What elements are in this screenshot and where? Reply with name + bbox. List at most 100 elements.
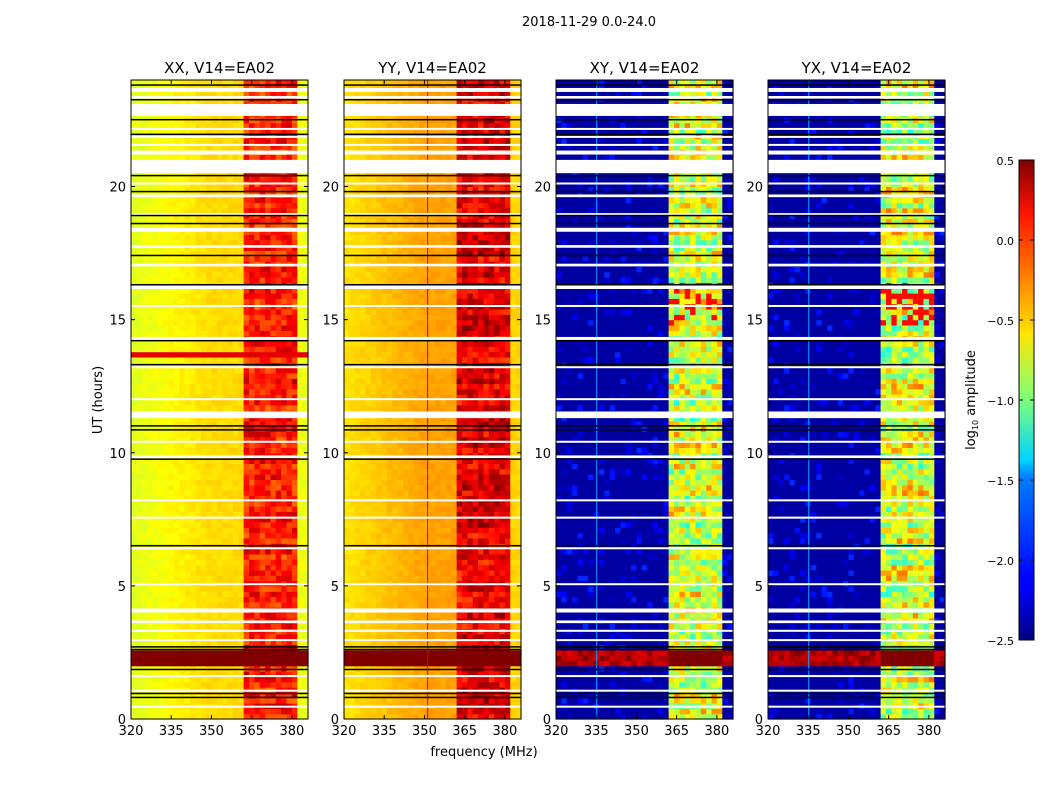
heatmap-cell bbox=[136, 565, 142, 571]
heatmap-cell bbox=[217, 549, 223, 555]
heatmap-cell bbox=[473, 591, 479, 597]
heatmap-cell bbox=[297, 330, 303, 336]
heatmap-cell bbox=[505, 591, 511, 597]
heatmap-cell bbox=[249, 346, 255, 352]
heatmap-cell bbox=[265, 123, 271, 129]
heatmap-cell bbox=[142, 602, 148, 608]
heatmap-cell bbox=[185, 570, 191, 576]
heatmap-cell bbox=[185, 240, 191, 246]
heatmap-cell bbox=[131, 479, 137, 485]
heatmap-cell bbox=[163, 203, 169, 209]
heatmap-cell bbox=[500, 634, 506, 640]
heatmap-cell bbox=[174, 203, 180, 209]
heatmap bbox=[344, 80, 522, 720]
heatmap-cell bbox=[271, 527, 277, 533]
heatmap-cell bbox=[478, 708, 484, 714]
heatmap-cell bbox=[153, 474, 159, 480]
heatmap-cell bbox=[169, 597, 175, 603]
heatmap-cell bbox=[195, 506, 201, 512]
heatmap-cell bbox=[217, 575, 223, 581]
heatmap-cell bbox=[190, 442, 196, 448]
heatmap-cell bbox=[153, 485, 159, 491]
heatmap-cell bbox=[174, 676, 180, 682]
heatmap-cell bbox=[403, 586, 409, 592]
heatmap-cell bbox=[249, 203, 255, 209]
heatmap-cell bbox=[287, 330, 293, 336]
heatmap-cell bbox=[254, 277, 260, 283]
heatmap-cell bbox=[228, 320, 234, 326]
heatmap-cell bbox=[228, 708, 234, 714]
heatmap-cell bbox=[265, 272, 271, 278]
heatmap-cell bbox=[190, 357, 196, 363]
heatmap-cell bbox=[297, 597, 303, 603]
heatmap-cell bbox=[287, 314, 293, 320]
x-tick-label: 380 bbox=[279, 724, 304, 739]
heatmap-cell bbox=[217, 570, 223, 576]
heatmap-cell bbox=[163, 272, 169, 278]
masked-line bbox=[131, 255, 308, 257]
heatmap-cell bbox=[249, 538, 255, 544]
heatmap-cell bbox=[195, 352, 201, 358]
heatmap-cell bbox=[249, 533, 255, 539]
heatmap-cell bbox=[217, 597, 223, 603]
heatmap-cell bbox=[206, 325, 212, 331]
heatmap-cell bbox=[484, 660, 490, 666]
heatmap-cell bbox=[153, 139, 159, 145]
heatmap-cell bbox=[265, 597, 271, 603]
heatmap-cell bbox=[344, 597, 350, 603]
heatmap-cell bbox=[147, 650, 153, 656]
heatmap-cell bbox=[387, 634, 393, 640]
heatmap-cell bbox=[238, 490, 244, 496]
heatmap-cell bbox=[271, 676, 277, 682]
heatmap-cell bbox=[147, 559, 153, 565]
heatmap-cell bbox=[179, 613, 185, 619]
heatmap-cell bbox=[484, 634, 490, 640]
heatmap-cell bbox=[254, 623, 260, 629]
heatmap-cell bbox=[169, 346, 175, 352]
heatmap-cell bbox=[249, 325, 255, 331]
heatmap-cell bbox=[217, 426, 223, 432]
heatmap-cell bbox=[244, 511, 250, 517]
heatmap-cell bbox=[297, 320, 303, 326]
heatmap-cell bbox=[212, 426, 218, 432]
heatmap-cell bbox=[142, 559, 148, 565]
heatmap-cell bbox=[446, 655, 452, 661]
heatmap-cell bbox=[254, 139, 260, 145]
heatmap-cell bbox=[297, 208, 303, 214]
masked-line bbox=[131, 545, 308, 547]
heatmap-cell bbox=[467, 660, 473, 666]
heatmap-cell bbox=[419, 676, 425, 682]
heatmap-cell bbox=[222, 325, 228, 331]
heatmap-cell bbox=[195, 346, 201, 352]
heatmap-cell bbox=[249, 559, 255, 565]
heatmap-cell bbox=[292, 597, 298, 603]
heatmap-cell bbox=[403, 565, 409, 571]
heatmap-cell bbox=[206, 373, 212, 379]
heatmap-cell bbox=[371, 682, 377, 688]
heatmap-cell bbox=[185, 314, 191, 320]
heatmap-cell bbox=[228, 234, 234, 240]
heatmap-cell bbox=[297, 676, 303, 682]
heatmap-cell bbox=[419, 586, 425, 592]
heatmap-cell bbox=[287, 139, 293, 145]
heatmap-cell bbox=[136, 559, 142, 565]
heatmap-cell bbox=[392, 565, 398, 571]
heatmap-cell bbox=[201, 352, 207, 358]
masked-line bbox=[131, 364, 308, 366]
heatmap-cell bbox=[271, 501, 277, 507]
flagged-row bbox=[131, 136, 308, 138]
masked-line bbox=[131, 697, 308, 699]
heatmap-cell bbox=[435, 698, 441, 704]
heatmap-cell bbox=[190, 501, 196, 507]
heatmap-cell bbox=[260, 341, 266, 347]
heatmap-cell bbox=[201, 447, 207, 453]
heatmap-cell bbox=[244, 591, 250, 597]
heatmap-cell bbox=[297, 155, 303, 161]
heatmap-cell bbox=[201, 511, 207, 517]
heatmap-cell bbox=[360, 708, 366, 714]
heatmap-cell bbox=[212, 400, 218, 406]
heatmap-cell bbox=[201, 384, 207, 390]
heatmap-cell bbox=[408, 613, 414, 619]
heatmap-cell bbox=[484, 650, 490, 656]
heatmap-cell bbox=[260, 597, 266, 603]
